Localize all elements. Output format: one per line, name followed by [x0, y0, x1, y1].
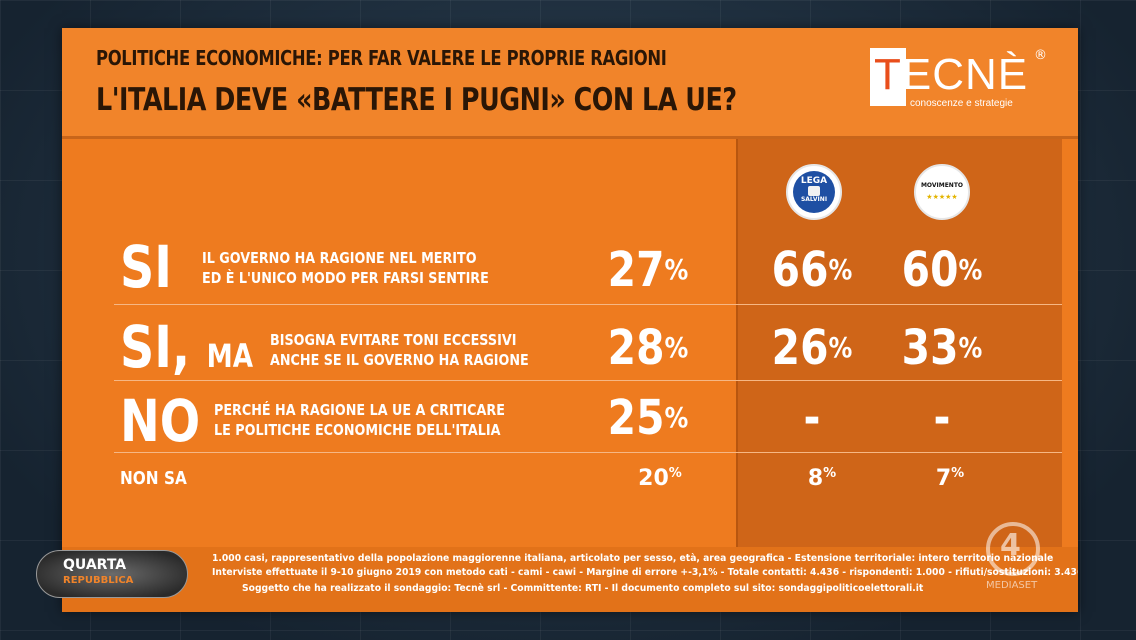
percent-sign: % [951, 466, 965, 481]
logo-rest: ECNÈ [901, 50, 1029, 99]
m5s-stars-icon: ★★★★★ [926, 193, 958, 201]
desc-si-ma-line2: ANCHE SE IL GOVERNO HA RAGIONE [270, 351, 529, 369]
percent-sign: % [664, 331, 689, 364]
value-number: 20 [638, 466, 669, 491]
subtitle: POLITICHE ECONOMICHE: PER FAR VALERE LE … [96, 46, 667, 70]
value-m5s-non-sa: 7% [870, 466, 1030, 491]
value-number: 8 [807, 466, 824, 491]
value-number: 60 [901, 242, 959, 298]
footer-line2: Interviste effettuate il 9-10 giugno 201… [212, 567, 1078, 578]
lega-logo-top: LEGA [800, 176, 828, 186]
row-divider [114, 380, 1062, 381]
value-total-si-ma: 28% [580, 324, 716, 372]
footer-line1: 1.000 casi, rappresentativo della popola… [212, 553, 1054, 564]
show-name-sub: REPUBBLICA [63, 575, 134, 586]
rete4-number: 4 [1000, 528, 1021, 563]
desc-si-ma-line1: BISOGNA EVITARE TONI ECCESSIVI [270, 331, 517, 349]
response-si-ma: SI, MA [120, 318, 253, 385]
lega-logo-bottom: SALVINI [800, 196, 828, 203]
percent-sign: % [958, 253, 983, 286]
response-no: NO [120, 387, 201, 455]
value-m5s-si: 60% [874, 246, 1010, 294]
response-si-ma-main: SI, [120, 313, 191, 381]
response-si: SI [120, 233, 172, 301]
value-total-non-sa: 20% [580, 466, 740, 491]
logo-registered: ® [1034, 48, 1047, 63]
value-lega-no: - [803, 390, 821, 446]
row-divider [114, 452, 1062, 453]
m5s-logo: MOVIMENTO ★★★★★ [914, 164, 970, 220]
mediaset-watermark: 4 MEDIASET [980, 522, 1040, 602]
value-number: 33 [901, 320, 959, 376]
logo-text: TECNÈ [874, 50, 1028, 100]
desc-no-line1: PERCHÉ HA RAGIONE LA UE A CRITICARE [214, 401, 505, 419]
value-lega-si-ma: 26% [744, 324, 880, 372]
value-number: 66 [771, 242, 829, 298]
header-divider [62, 136, 1078, 139]
desc-si-line1: IL GOVERNO HA RAGIONE NEL MERITO [202, 249, 477, 267]
desc-no-line2: LE POLITICHE ECONOMICHE DELL'ITALIA [214, 421, 501, 439]
response-non-sa: NON SA [120, 468, 187, 489]
lega-figure-icon [808, 186, 820, 196]
percent-sign: % [668, 466, 682, 481]
lega-logo: LEGA SALVINI [786, 164, 842, 220]
value-total-si: 27% [580, 246, 716, 294]
mediaset-label: MEDIASET [986, 580, 1038, 591]
value-number: 25 [607, 390, 665, 446]
value-number: 7 [935, 466, 952, 491]
logo-letter: T [874, 50, 902, 99]
header: POLITICHE ECONOMICHE: PER FAR VALERE LE … [62, 28, 1078, 136]
value-lega-si: 66% [744, 246, 880, 294]
page-title: L'ITALIA DEVE «BATTERE I PUGNI» CON LA U… [96, 82, 737, 118]
logo-tagline: conoscenze e strategie [910, 98, 1013, 109]
tecne-logo: TECNÈ ® conoscenze e strategie [870, 48, 1050, 112]
row-divider [114, 304, 1062, 305]
percent-sign: % [823, 466, 837, 481]
value-number: 28 [607, 320, 665, 376]
poll-panel: POLITICHE ECONOMICHE: PER FAR VALERE LE … [62, 28, 1078, 612]
logo-box [870, 48, 906, 106]
percent-sign: % [664, 401, 689, 434]
percent-sign: % [664, 253, 689, 286]
show-name: QUARTA [63, 557, 127, 573]
party-columns-divider [736, 139, 738, 547]
value-m5s-no: - [933, 390, 951, 446]
value-lega-non-sa: 8% [742, 466, 902, 491]
percent-sign: % [828, 331, 853, 364]
percent-sign: % [958, 331, 983, 364]
rete4-circle-icon [986, 522, 1040, 576]
percent-sign: % [828, 253, 853, 286]
quarta-repubblica-logo: QUARTA REPUBBLICA [36, 550, 188, 598]
value-number: 26 [771, 320, 829, 376]
response-si-ma-suffix: MA [206, 337, 254, 375]
value-m5s-si-ma: 33% [874, 324, 1010, 372]
footer-line3: Soggetto che ha realizzato il sondaggio:… [242, 583, 924, 594]
desc-si-line2: ED È L'UNICO MODO PER FARSI SENTIRE [202, 269, 489, 287]
value-total-no: 25% [580, 394, 716, 442]
methodology-footer: 1.000 casi, rappresentativo della popola… [62, 547, 1078, 612]
value-number: 27 [607, 242, 665, 298]
m5s-logo-label: MOVIMENTO [920, 182, 964, 189]
